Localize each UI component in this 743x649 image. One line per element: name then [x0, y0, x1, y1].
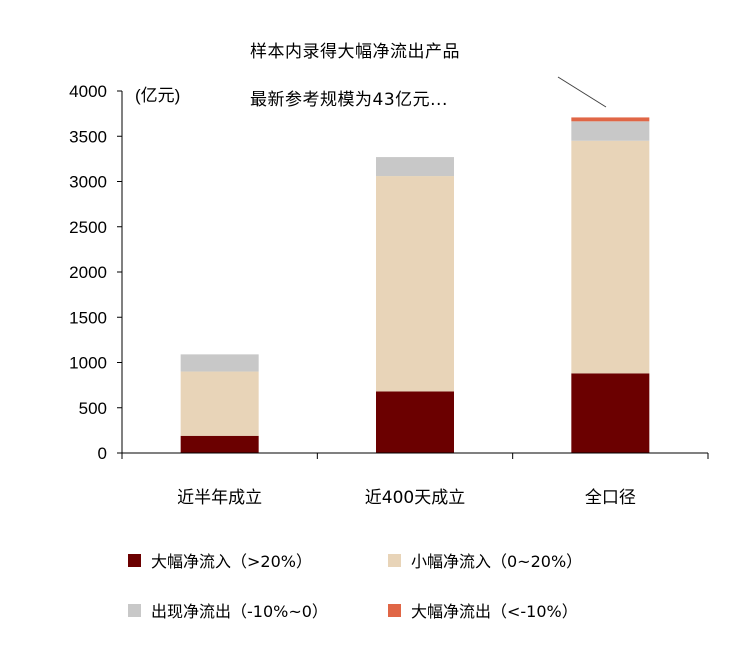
- legend-swatch-series-4: [388, 603, 401, 617]
- y-tick-label: 4000: [69, 82, 107, 101]
- bar-segment-series-3: [376, 157, 454, 177]
- y-tick-label: 500: [79, 399, 107, 418]
- bar-segment-series-3: [571, 121, 650, 141]
- legend-swatch-series-3: [128, 603, 141, 617]
- bar-segment-series-2: [376, 176, 454, 392]
- y-tick-label: 2500: [69, 218, 107, 237]
- bars: [180, 117, 650, 453]
- legend-swatch-series-2: [388, 553, 401, 567]
- y-tick-label: 1000: [69, 354, 107, 373]
- annotation-line-1: 样本内录得大幅净流出产品: [250, 42, 460, 62]
- y-tick-label: 2000: [69, 263, 107, 282]
- legend-label-series-3: 出现净流出（-10%~0）: [151, 602, 328, 621]
- bar-segment-series-2: [180, 371, 259, 436]
- annotation-line-2: 最新参考规模为43亿元...: [250, 90, 448, 110]
- bar-segment-series-1: [180, 435, 259, 453]
- y-tick-label: 3500: [69, 127, 107, 146]
- unit-label: (亿元): [135, 86, 180, 105]
- legend-item-series-4: 大幅净流出（<-10%）: [388, 598, 578, 622]
- y-tick-label: 3000: [69, 173, 107, 192]
- bar-segment-series-4: [571, 117, 650, 122]
- x-category-label: 近400天成立: [365, 488, 465, 508]
- legend-item-series-2: 小幅净流入（0~20%）: [388, 548, 582, 572]
- bar-segment-series-1: [571, 373, 650, 453]
- x-category-label: 全口径: [585, 488, 636, 508]
- bar-segment-series-1: [376, 391, 454, 453]
- x-axis: 近半年成立 近400天成立 全口径: [121, 452, 709, 508]
- legend-item-series-1: 大幅净流入（>20%）: [128, 548, 312, 572]
- legend-label-series-4: 大幅净流出（<-10%）: [411, 602, 578, 621]
- bar-segment-series-3: [180, 354, 259, 372]
- legend-swatch-series-1: [128, 553, 141, 567]
- annotation-pointer-line: [557, 76, 607, 108]
- y-tick-label: 0: [98, 444, 107, 463]
- legend-item-series-3: 出现净流出（-10%~0）: [128, 598, 328, 622]
- x-category-label: 近半年成立: [177, 488, 262, 508]
- y-axis: 0 500 1000 1500 2000 2500 3000 3500 4000: [69, 82, 123, 463]
- y-tick-label: 1500: [69, 308, 107, 327]
- legend-label-series-1: 大幅净流入（>20%）: [151, 552, 312, 571]
- bar-segment-series-2: [571, 140, 650, 374]
- legend-label-series-2: 小幅净流入（0~20%）: [411, 552, 583, 571]
